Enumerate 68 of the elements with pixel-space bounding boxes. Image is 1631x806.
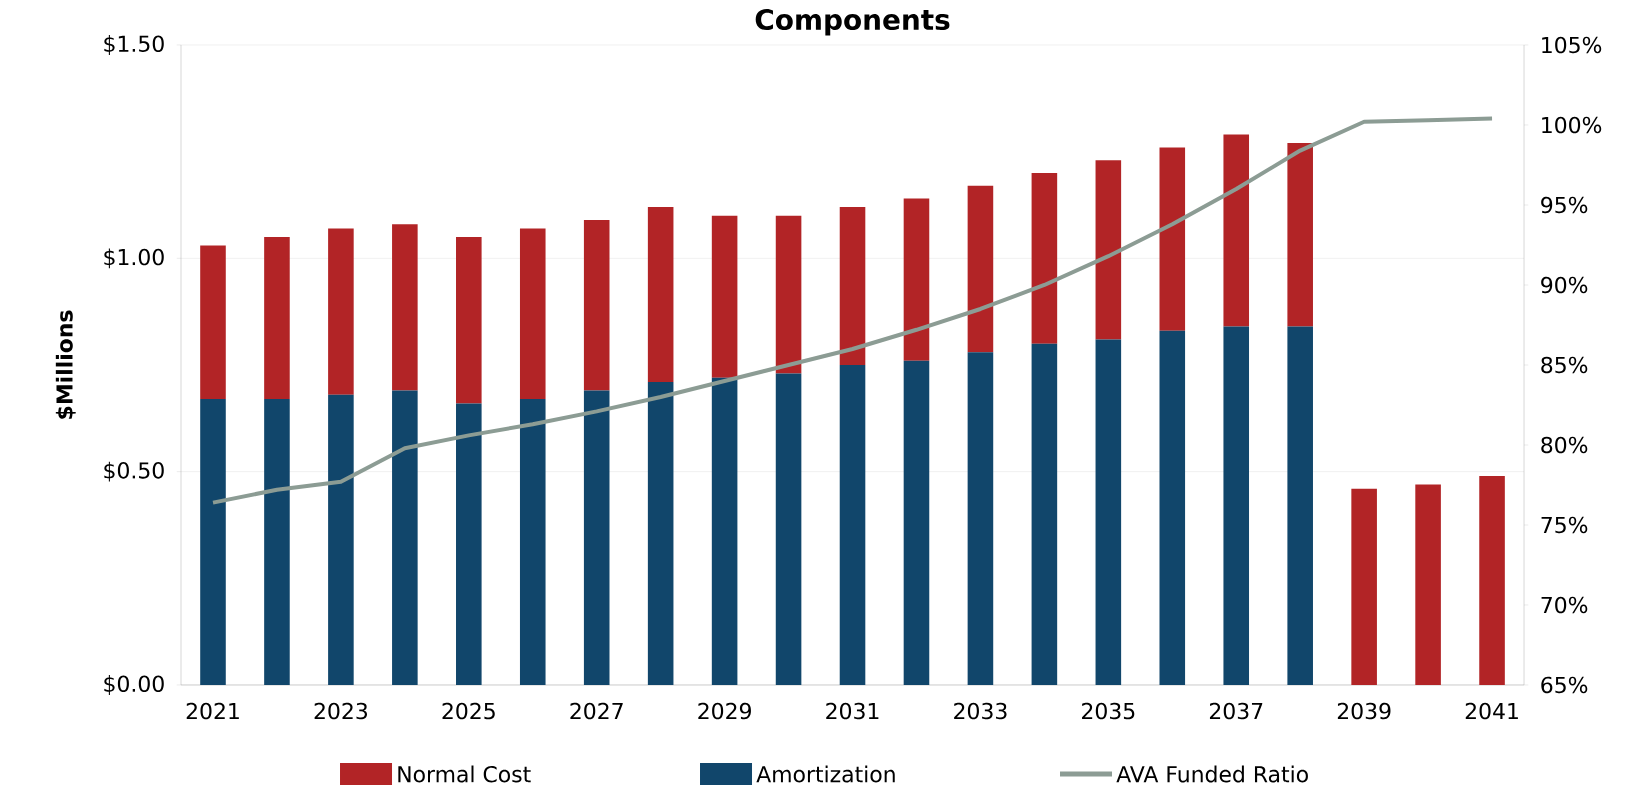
bar [392,224,418,391]
y-axis-title: $Millions [55,310,76,419]
bar [1287,326,1313,685]
bar [967,352,994,685]
legend-label: AVA Funded Ratio [1116,765,1308,783]
bar [647,207,674,383]
bar [775,215,802,374]
bar [967,185,994,353]
bar [456,403,482,685]
bar [1095,160,1122,340]
bar [1351,488,1377,685]
x-tick-label: 2037 [1209,702,1263,720]
bar [775,373,802,685]
bar [392,390,418,685]
y2-tick-label: 85% [1541,356,1588,374]
bar [1159,147,1186,331]
bar [264,399,290,685]
x-tick-label: 2021 [186,702,239,720]
bar [903,360,930,685]
y2-tick-label: 105% [1542,36,1602,54]
bar [200,245,226,400]
bar [264,236,290,400]
x-tick-label: 2031 [826,702,879,720]
x-tick-label: 2029 [698,702,751,720]
y2-tick-label: 90% [1541,276,1588,294]
y2-tick-label: 95% [1541,196,1588,214]
x-tick-label: 2039 [1337,702,1391,720]
x-tick-label: 2033 [954,702,1007,720]
bar [1287,143,1313,327]
y-tick-label: $0.50 [104,461,164,482]
y2-tick-label: 80% [1541,436,1588,454]
bar [711,215,738,378]
bar [519,399,546,685]
chart-title: Components [755,8,950,36]
bar [1159,330,1186,685]
y-tick-label: $0.00 [104,675,164,695]
bar [1223,134,1250,327]
bar [711,377,738,685]
x-tick-label: 2041 [1465,702,1518,720]
bar [903,198,930,361]
bar [519,228,546,400]
x-tick-label: 2023 [314,702,368,720]
bar [1223,326,1250,685]
y2-tick-label: 75% [1541,516,1588,534]
x-tick-label: 2035 [1082,702,1135,720]
bar [647,382,674,685]
bar [328,394,354,685]
y2-tick-label: 65% [1541,676,1588,694]
y2-tick-label: 70% [1541,596,1588,614]
bar [328,228,354,395]
bar [456,236,482,404]
bar [200,399,226,685]
legend-label: Normal Cost [398,765,531,783]
x-tick-label: 2027 [570,702,623,720]
bar [839,364,866,685]
y-tick-label: $1.00 [104,248,164,269]
legend-label: Amortization [756,765,895,783]
bar [839,207,866,365]
bar [1415,484,1441,685]
bar [1031,343,1058,685]
bar [1479,475,1505,685]
y-tick-label: $1.50 [104,35,164,55]
bar [583,219,610,391]
x-tick-label: 2025 [442,702,495,720]
bar [1031,172,1058,344]
bar [1095,339,1122,685]
bar [583,390,610,685]
y2-tick-label: 100% [1542,116,1602,134]
